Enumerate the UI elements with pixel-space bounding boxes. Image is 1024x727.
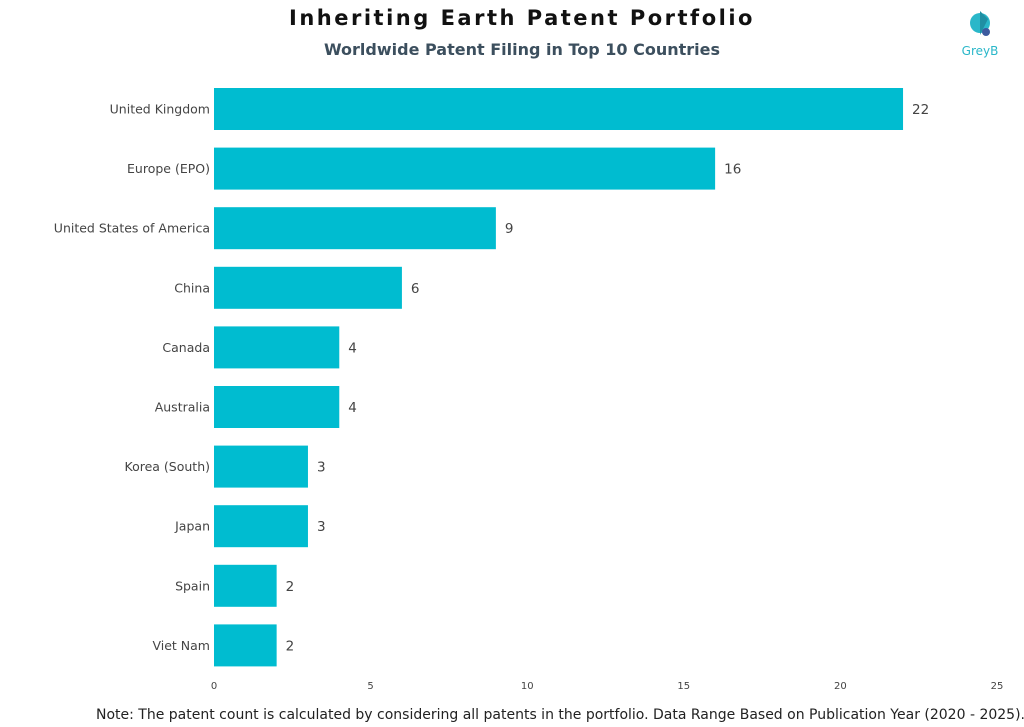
greyb-logo-text: GreyB xyxy=(961,44,999,58)
category-label: Korea (South) xyxy=(125,459,211,474)
data-label: 3 xyxy=(317,519,326,535)
bar xyxy=(214,326,340,369)
category-label: China xyxy=(174,280,210,295)
bar xyxy=(214,266,402,309)
bar xyxy=(214,147,716,190)
bar xyxy=(214,88,904,130)
category-label: Viet Nam xyxy=(152,638,210,653)
greyb-logo-icon xyxy=(970,11,990,36)
data-label: 2 xyxy=(286,638,295,654)
category-label: Australia xyxy=(155,400,210,415)
bar xyxy=(214,386,340,428)
category-label: Europe (EPO) xyxy=(127,161,210,176)
x-tick-label: 5 xyxy=(367,681,373,692)
bar xyxy=(214,564,277,607)
data-label: 4 xyxy=(348,400,357,416)
data-label: 4 xyxy=(348,340,357,356)
data-label: 2 xyxy=(286,579,295,595)
x-tick-label: 0 xyxy=(211,681,217,692)
data-label: 3 xyxy=(317,460,326,476)
x-tick-label: 25 xyxy=(991,681,1004,692)
bar xyxy=(214,207,496,250)
data-label: 16 xyxy=(724,162,741,178)
category-label: Canada xyxy=(162,340,210,355)
bar xyxy=(214,624,277,667)
data-label: 9 xyxy=(505,221,514,237)
category-label: United Kingdom xyxy=(110,102,210,117)
data-label: 22 xyxy=(912,102,929,118)
x-tick-label: 10 xyxy=(521,681,534,692)
data-label: 6 xyxy=(411,281,420,297)
category-label: Japan xyxy=(174,519,210,534)
greyb-logo: GreyB xyxy=(955,8,1005,64)
footnote: Note: The patent count is calculated by … xyxy=(96,707,1024,723)
bar xyxy=(214,445,308,488)
chart-title: Inheriting Earth Patent Portfolio xyxy=(289,6,755,30)
category-label: United States of America xyxy=(54,221,210,236)
x-tick-label: 15 xyxy=(677,681,690,692)
bar xyxy=(214,505,308,548)
x-tick-label: 20 xyxy=(834,681,847,692)
category-label: Spain xyxy=(175,578,210,593)
chart-subtitle: Worldwide Patent Filing in Top 10 Countr… xyxy=(323,40,721,59)
